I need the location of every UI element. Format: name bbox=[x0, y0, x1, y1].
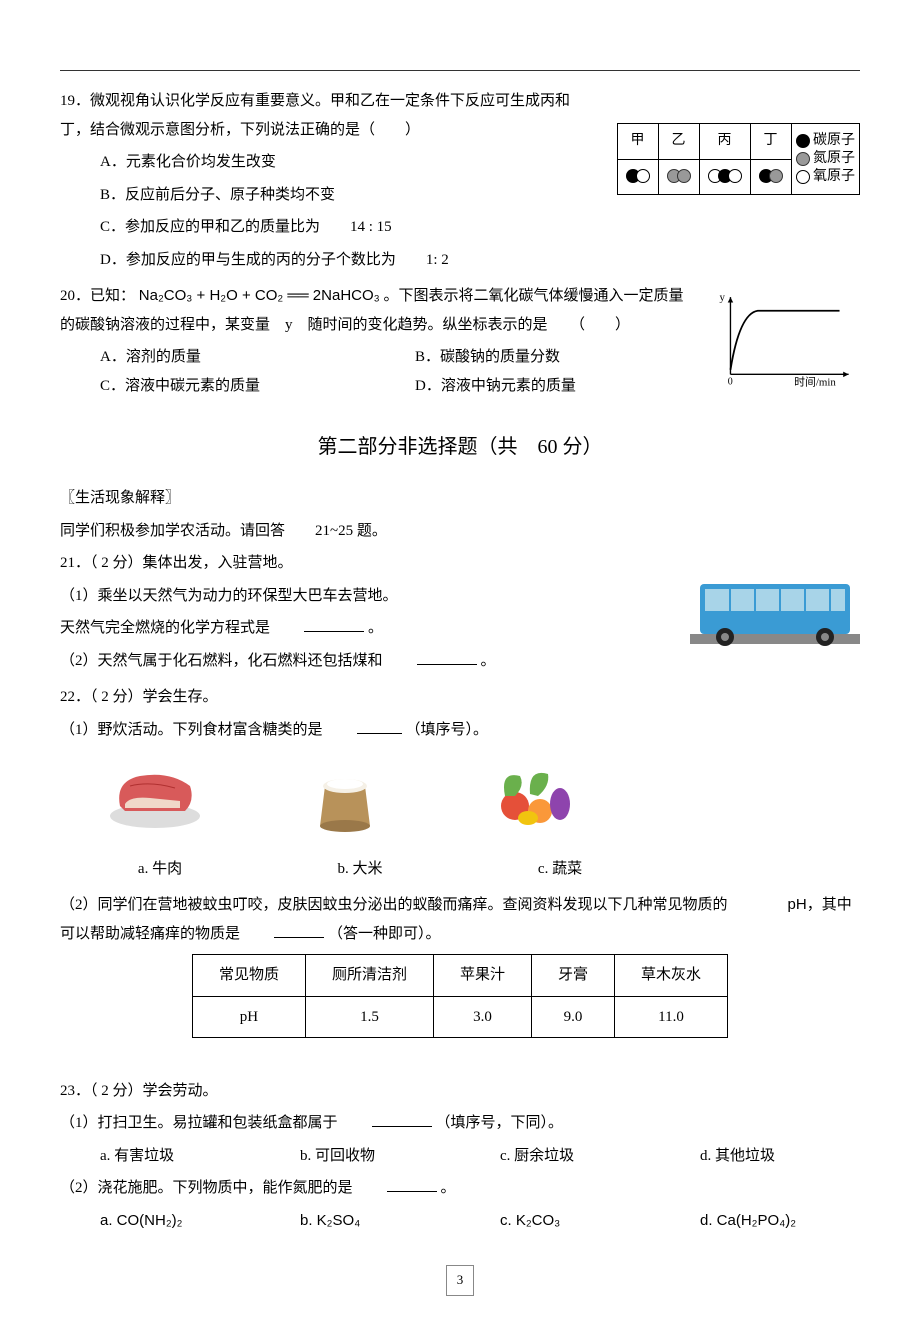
q23-p1: （1）打扫卫生。易拉罐和包装纸盒都属于 （填序号，下同）。 bbox=[60, 1109, 860, 1138]
molecule-table: 甲 乙 丙 丁 碳原子 氮原子 氧原子 bbox=[617, 123, 861, 195]
q23-1-opt-b: b. 可回收物 bbox=[300, 1142, 460, 1171]
graph-xlabel: 时间/min bbox=[794, 375, 836, 388]
q19-diagram: 甲 乙 丙 丁 碳原子 氮原子 氧原子 bbox=[617, 117, 861, 201]
ph-h4: 草木灰水 bbox=[615, 955, 728, 997]
q23-2-opt-b: b. K₂SO₄ bbox=[300, 1207, 460, 1236]
q20-opt-a: A．溶剂的质量 bbox=[100, 343, 375, 372]
q23-1-opt-c: c. 厨余垃圾 bbox=[500, 1142, 660, 1171]
header-yi: 乙 bbox=[658, 124, 699, 160]
q20-graph: y 0 时间/min bbox=[710, 288, 860, 399]
q23-2-opt-d: d. Ca(H₂PO₄)₂ bbox=[700, 1207, 860, 1236]
q19-opt-d: D．参加反应的甲与生成的丙的分子个数比为 1: 2 bbox=[60, 246, 860, 275]
q23-2-opt-a: a. CO(NH₂)₂ bbox=[100, 1207, 260, 1236]
food-vegetables bbox=[480, 756, 590, 847]
q22-title: 22．（ 2 分）学会生存。 bbox=[60, 683, 860, 712]
ph-r2: 3.0 bbox=[433, 996, 531, 1038]
q23-2-opt-c: c. K₂CO₃ bbox=[500, 1207, 660, 1236]
header-jia: 甲 bbox=[617, 124, 658, 160]
food-label-a: a. 牛肉 bbox=[100, 855, 220, 884]
intro-line: 同学们积极参加学农活动。请回答 21~25 题。 bbox=[60, 517, 860, 546]
food-rice bbox=[290, 756, 400, 847]
food-label-b: b. 大米 bbox=[300, 855, 420, 884]
mol-ding bbox=[750, 159, 791, 195]
page-number: 3 bbox=[60, 1265, 860, 1296]
blank-fill[interactable] bbox=[274, 921, 324, 938]
header-ding: 丁 bbox=[750, 124, 791, 160]
q19-opt-c: C．参加反应的甲和乙的质量比为 14 : 15 bbox=[60, 213, 860, 242]
blank-fill[interactable] bbox=[417, 648, 477, 665]
mol-yi bbox=[658, 159, 699, 195]
q23-1-opt-d: d. 其他垃圾 bbox=[700, 1142, 860, 1171]
q23-title: 23．（ 2 分）学会劳动。 bbox=[60, 1077, 860, 1106]
ph-h0: 常见物质 bbox=[192, 955, 305, 997]
q20-opt-d: D．溶液中钠元素的质量 bbox=[415, 372, 690, 401]
ph-h1: 厕所清洁剂 bbox=[305, 955, 433, 997]
ph-r0: pH bbox=[192, 996, 305, 1038]
mol-jia bbox=[617, 159, 658, 195]
ph-h3: 牙膏 bbox=[532, 955, 615, 997]
blank-fill[interactable] bbox=[372, 1111, 432, 1128]
q20-opt-b: B．碳酸钠的质量分数 bbox=[415, 343, 690, 372]
svg-text:0: 0 bbox=[728, 376, 733, 387]
mol-bing bbox=[699, 159, 750, 195]
q22-p2: （2）同学们在营地被蚊虫叮咬，皮肤因蚊虫分泌出的蚁酸而痛痒。查阅资料发现以下几种… bbox=[60, 891, 860, 948]
ph-table: 常见物质 厕所清洁剂 苹果汁 牙膏 草木灰水 pH 1.5 3.0 9.0 11… bbox=[192, 954, 728, 1038]
q22-p1: （1）野炊活动。下列食材富含糖类的是 （填序号）。 bbox=[60, 716, 860, 745]
section2-title: 第二部分非选择题（共 60 分） bbox=[60, 428, 860, 466]
food-meat bbox=[100, 756, 210, 847]
ph-r1: 1.5 bbox=[305, 996, 433, 1038]
q23-p2: （2）浇花施肥。下列物质中，能作氮肥的是 。 bbox=[60, 1174, 860, 1203]
graph-ylabel: y bbox=[720, 292, 726, 304]
header-bing: 丙 bbox=[699, 124, 750, 160]
atom-legend: 碳原子 氮原子 氧原子 bbox=[791, 124, 860, 195]
ph-r4: 11.0 bbox=[615, 996, 728, 1038]
blank-fill[interactable] bbox=[387, 1176, 437, 1193]
ph-r3: 9.0 bbox=[532, 996, 615, 1038]
intro-head: 〖生活现象解释〗 bbox=[60, 484, 860, 513]
q20-equation: Na₂CO₃ + H₂O + CO₂ ══ 2NaHCO₃ bbox=[139, 287, 380, 304]
ph-h2: 苹果汁 bbox=[433, 955, 531, 997]
q23-1-opt-a: a. 有害垃圾 bbox=[100, 1142, 260, 1171]
q20-opt-c: C．溶液中碳元素的质量 bbox=[100, 372, 375, 401]
food-images bbox=[100, 756, 860, 847]
blank-fill[interactable] bbox=[304, 616, 364, 633]
bus-image bbox=[690, 559, 860, 660]
blank-fill[interactable] bbox=[357, 717, 402, 734]
food-label-c: c. 蔬菜 bbox=[500, 855, 620, 884]
